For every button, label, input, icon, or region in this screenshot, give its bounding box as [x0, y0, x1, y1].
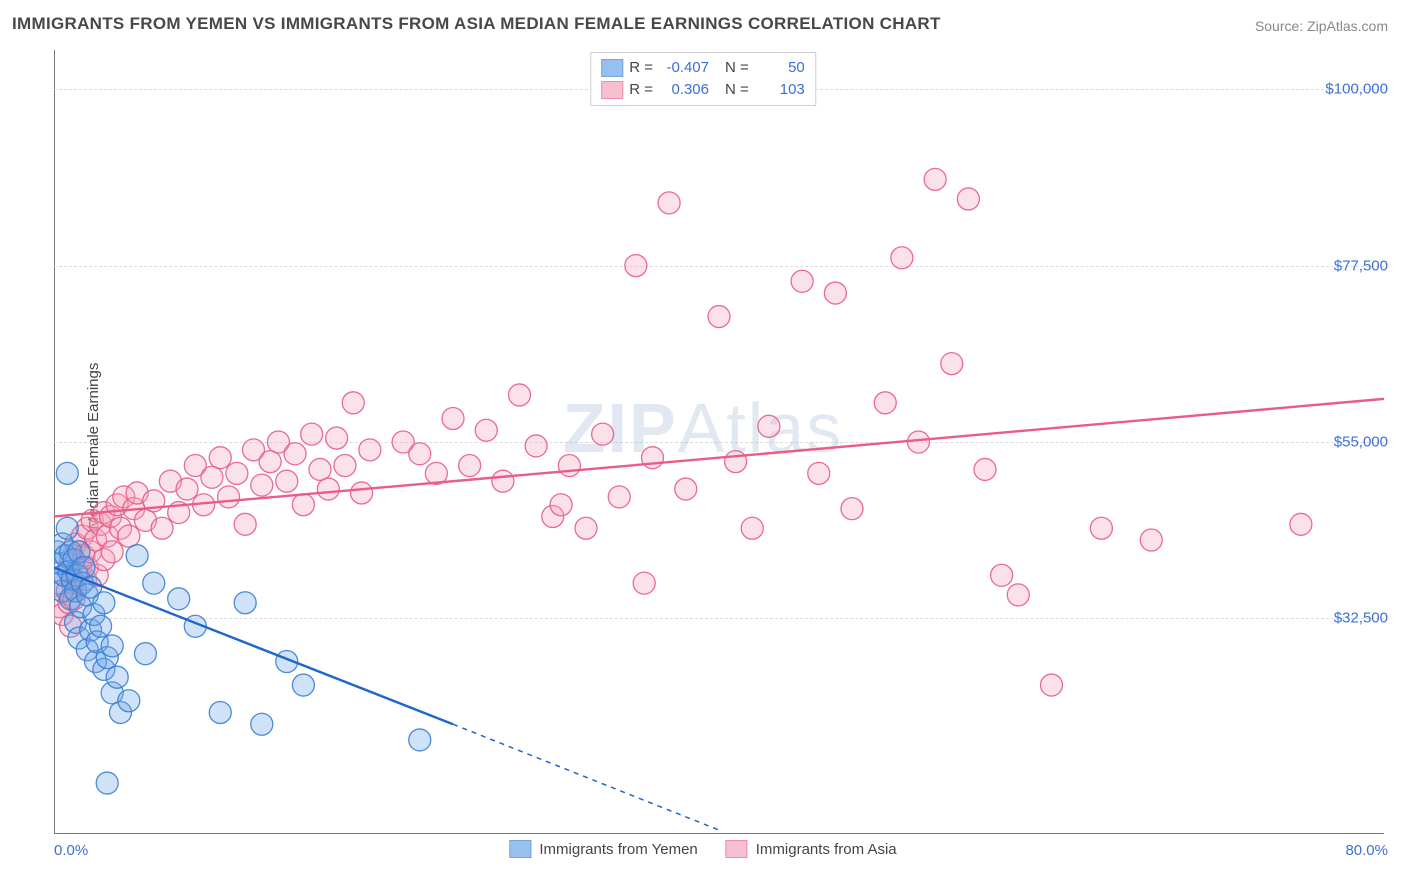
source-link[interactable]: ZipAtlas.com: [1307, 18, 1388, 34]
legend-row-asia: R = 0.306 N = 103: [601, 79, 805, 101]
chart-container: IMMIGRANTS FROM YEMEN VS IMMIGRANTS FROM…: [0, 0, 1406, 892]
legend-label: Immigrants from Yemen: [539, 841, 697, 858]
chart-title: IMMIGRANTS FROM YEMEN VS IMMIGRANTS FROM…: [12, 14, 941, 34]
n-value: 103: [755, 79, 805, 101]
legend-row-yemen: R = -0.407 N = 50: [601, 57, 805, 79]
swatch-icon: [726, 840, 748, 858]
series-legend: Immigrants from Yemen Immigrants from As…: [509, 840, 896, 858]
n-value: 50: [755, 57, 805, 79]
x-tick-label: 0.0%: [54, 842, 88, 859]
correlation-legend: R = -0.407 N = 50 R = 0.306 N = 103: [590, 52, 816, 106]
legend-label: Immigrants from Asia: [756, 841, 897, 858]
chart-source: Source: ZipAtlas.com: [1255, 18, 1388, 34]
swatch-icon: [601, 59, 623, 77]
legend-item-asia: Immigrants from Asia: [726, 840, 897, 858]
swatch-icon: [601, 81, 623, 99]
r-value: 0.306: [659, 79, 709, 101]
r-value: -0.407: [659, 57, 709, 79]
legend-item-yemen: Immigrants from Yemen: [509, 840, 697, 858]
swatch-icon: [509, 840, 531, 858]
source-prefix: Source:: [1255, 18, 1307, 34]
x-tick-label: 80.0%: [1345, 842, 1388, 859]
scatter-plot: [54, 50, 1384, 834]
